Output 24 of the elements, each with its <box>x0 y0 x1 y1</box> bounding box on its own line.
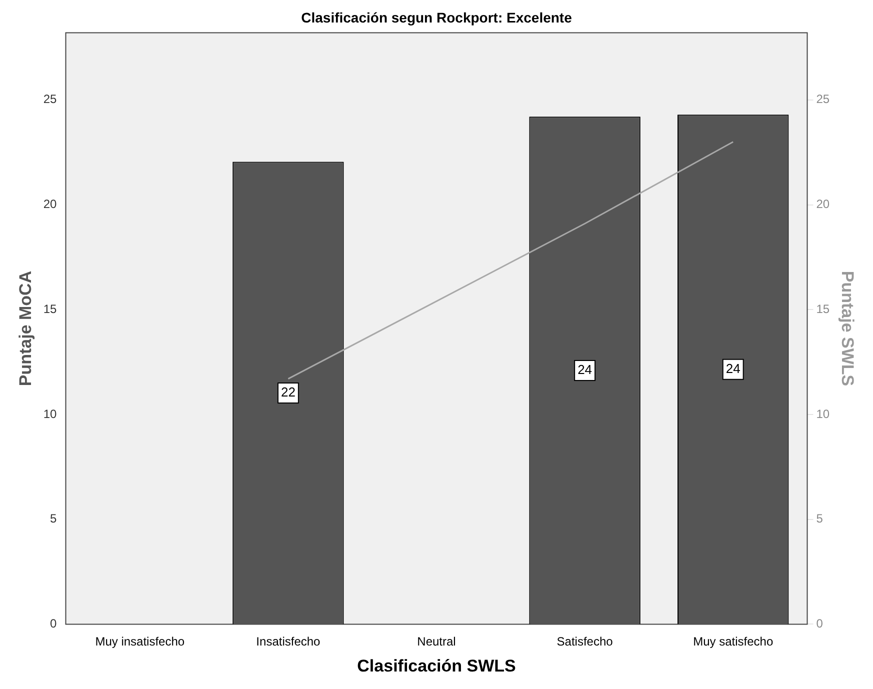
data-label: 22 <box>280 384 296 400</box>
x-tick-label: Muy insatisfecho <box>95 634 185 649</box>
x-tick-label: Neutral <box>417 634 456 649</box>
y2-tick-label: 5 <box>816 512 824 526</box>
y2-tick-label: 10 <box>816 406 830 421</box>
x-tick-label: Satisfecho <box>556 634 614 649</box>
y2-axis-title: Puntaje SWLS <box>838 270 858 386</box>
y2-tick-label: 25 <box>816 92 830 106</box>
y-tick-label: 5 <box>50 512 58 526</box>
x-tick-label: Muy satisfecho <box>693 634 774 649</box>
y2-tick-label: 20 <box>816 197 830 212</box>
y-tick-label: 0 <box>50 616 58 631</box>
y-tick-label: 25 <box>43 92 58 106</box>
y-axis-title: Puntaje MoCA <box>16 270 35 386</box>
data-label: 24 <box>578 362 592 378</box>
x-axis-title: Clasificación SWLS <box>357 656 516 676</box>
y-tick-label: 15 <box>43 302 58 316</box>
y2-tick-label: 15 <box>816 302 830 316</box>
y-tick-label: 20 <box>43 197 58 212</box>
chart-title: Clasificación segun Rockport: Excelente <box>301 9 572 26</box>
y2-tick-label: 0 <box>816 616 824 631</box>
y-tick-label: 10 <box>43 406 58 421</box>
data-label: 24 <box>726 360 740 376</box>
x-tick-label: Insatisfecho <box>256 634 321 649</box>
